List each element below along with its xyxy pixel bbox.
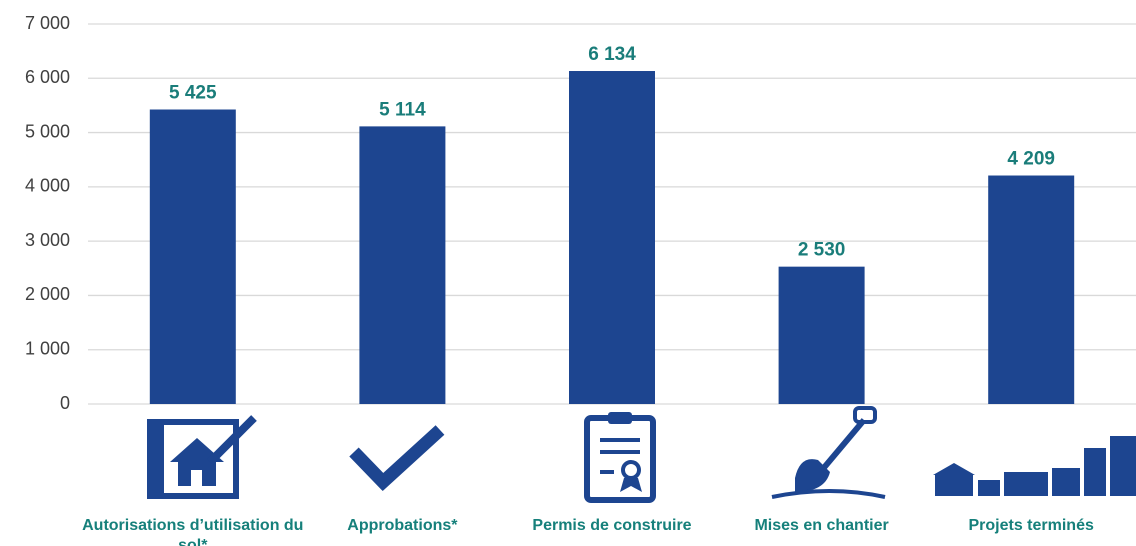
category-label: Permis de construire bbox=[532, 517, 692, 534]
y-tick-label: 6 000 bbox=[25, 67, 70, 87]
icon-shovel bbox=[771, 406, 886, 499]
value-label: 5 114 bbox=[379, 99, 426, 120]
bar bbox=[569, 71, 655, 405]
y-tick-label: 7 000 bbox=[25, 13, 70, 33]
category-label: Autorisations d’utilisation du sol* bbox=[82, 517, 304, 546]
icons bbox=[147, 406, 1136, 503]
icon-blueprint bbox=[147, 415, 257, 499]
category-label: Mises en chantier bbox=[754, 517, 889, 534]
bar bbox=[149, 109, 236, 404]
value-label: 4 209 bbox=[1007, 149, 1055, 170]
y-tick-label: 3 000 bbox=[25, 230, 70, 250]
y-tick-label: 0 bbox=[60, 393, 70, 413]
y-tick-label: 1 000 bbox=[25, 338, 70, 358]
value-label: 5 425 bbox=[169, 83, 217, 104]
category-label: Approbations* bbox=[347, 517, 458, 534]
icon-check bbox=[349, 425, 445, 492]
category-label: Projets terminés bbox=[968, 517, 1094, 534]
y-tick-label: 4 000 bbox=[25, 176, 70, 196]
bar bbox=[988, 175, 1075, 404]
bar bbox=[359, 126, 446, 404]
y-tick-label: 2 000 bbox=[25, 284, 70, 304]
icon-buildings bbox=[933, 436, 1136, 496]
value-label: 2 530 bbox=[798, 240, 846, 261]
y-tick-label: 5 000 bbox=[25, 121, 70, 141]
value-label: 6 134 bbox=[588, 44, 636, 65]
icon-clipboard bbox=[584, 412, 656, 503]
bar bbox=[778, 266, 865, 404]
